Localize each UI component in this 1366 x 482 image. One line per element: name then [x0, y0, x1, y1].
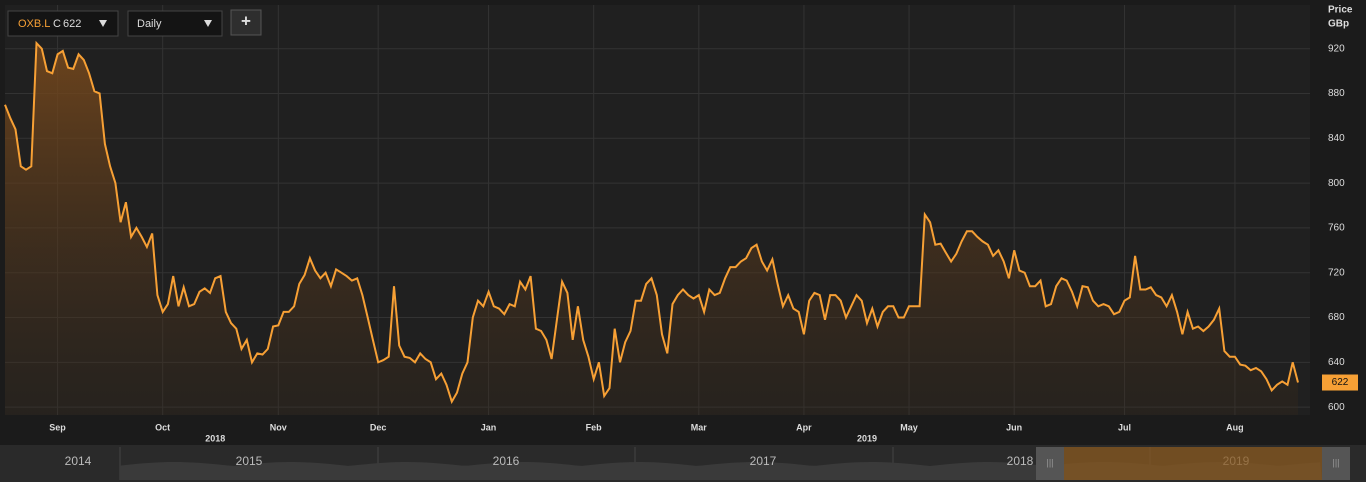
x-tick-label: Apr: [796, 422, 812, 432]
navigator-year: 2018: [1007, 454, 1034, 468]
symbol-box[interactable]: [7, 10, 119, 37]
navigator-handle[interactable]: [1322, 447, 1350, 480]
y-axis-label: Price: [1328, 5, 1353, 16]
y-tick-label: 920: [1328, 43, 1345, 54]
symbol: OXB.L: [18, 18, 50, 30]
plot: 600 640 680 720 760 800 840 880 920 Sep Oct Nov Dec J…: [4, 5, 1358, 443]
add-label: +: [241, 11, 251, 30]
handle-grip: |||: [1332, 457, 1339, 467]
y-tick-label: 880: [1328, 88, 1345, 99]
year-label: 2019: [857, 433, 877, 443]
y-tick-label: 680: [1328, 312, 1345, 323]
dropdown-arrow: [99, 20, 107, 27]
y-tick-label: 840: [1328, 133, 1345, 144]
y-tick-label: 600: [1328, 402, 1345, 413]
interval: Daily: [137, 18, 162, 30]
x-tick-label: Jun: [1006, 422, 1022, 432]
navigator-year: 2015: [236, 454, 263, 468]
x-tick-label: Jul: [1118, 422, 1131, 432]
y-tick-label: 640: [1328, 357, 1345, 368]
area: [5, 43, 1298, 415]
y-axis-unit: GBp: [1328, 19, 1349, 30]
close-value: 622: [63, 18, 81, 30]
add-button[interactable]: [230, 9, 262, 36]
x-tick-label: Dec: [370, 422, 387, 432]
toolbar: OXB.L C 622 Daily +: [7, 9, 262, 37]
navigator-area: [120, 462, 1322, 480]
navigator-year: 2016: [493, 454, 520, 468]
x-tick-label: Oct: [155, 422, 170, 432]
handle-grip: |||: [1046, 457, 1053, 467]
x-tick-label: Aug: [1226, 422, 1244, 432]
x-tick-label: Jan: [481, 422, 497, 432]
dropdown-arrow: [204, 20, 212, 27]
y-tick-label: 760: [1328, 223, 1345, 234]
navigator-window[interactable]: [1064, 447, 1322, 480]
year-label: 2018: [205, 433, 225, 443]
price-tag-label: 622: [1332, 377, 1349, 388]
x-tick-label: May: [900, 422, 918, 432]
price-line: [4, 40, 1299, 405]
x-tick-label: Mar: [691, 422, 708, 432]
y-tick-label: 720: [1328, 267, 1345, 278]
navigator-year: 2017: [750, 454, 777, 468]
x-tick-label: Feb: [586, 422, 603, 432]
close-label: C: [53, 18, 61, 30]
navigator-year: 2014: [65, 454, 92, 468]
navigator-handle[interactable]: [1036, 447, 1064, 480]
x-tick-label: Nov: [270, 422, 287, 432]
price-tag: [1322, 374, 1358, 391]
x-tick-label: Sep: [49, 422, 66, 432]
y-tick-label: 800: [1328, 178, 1345, 189]
